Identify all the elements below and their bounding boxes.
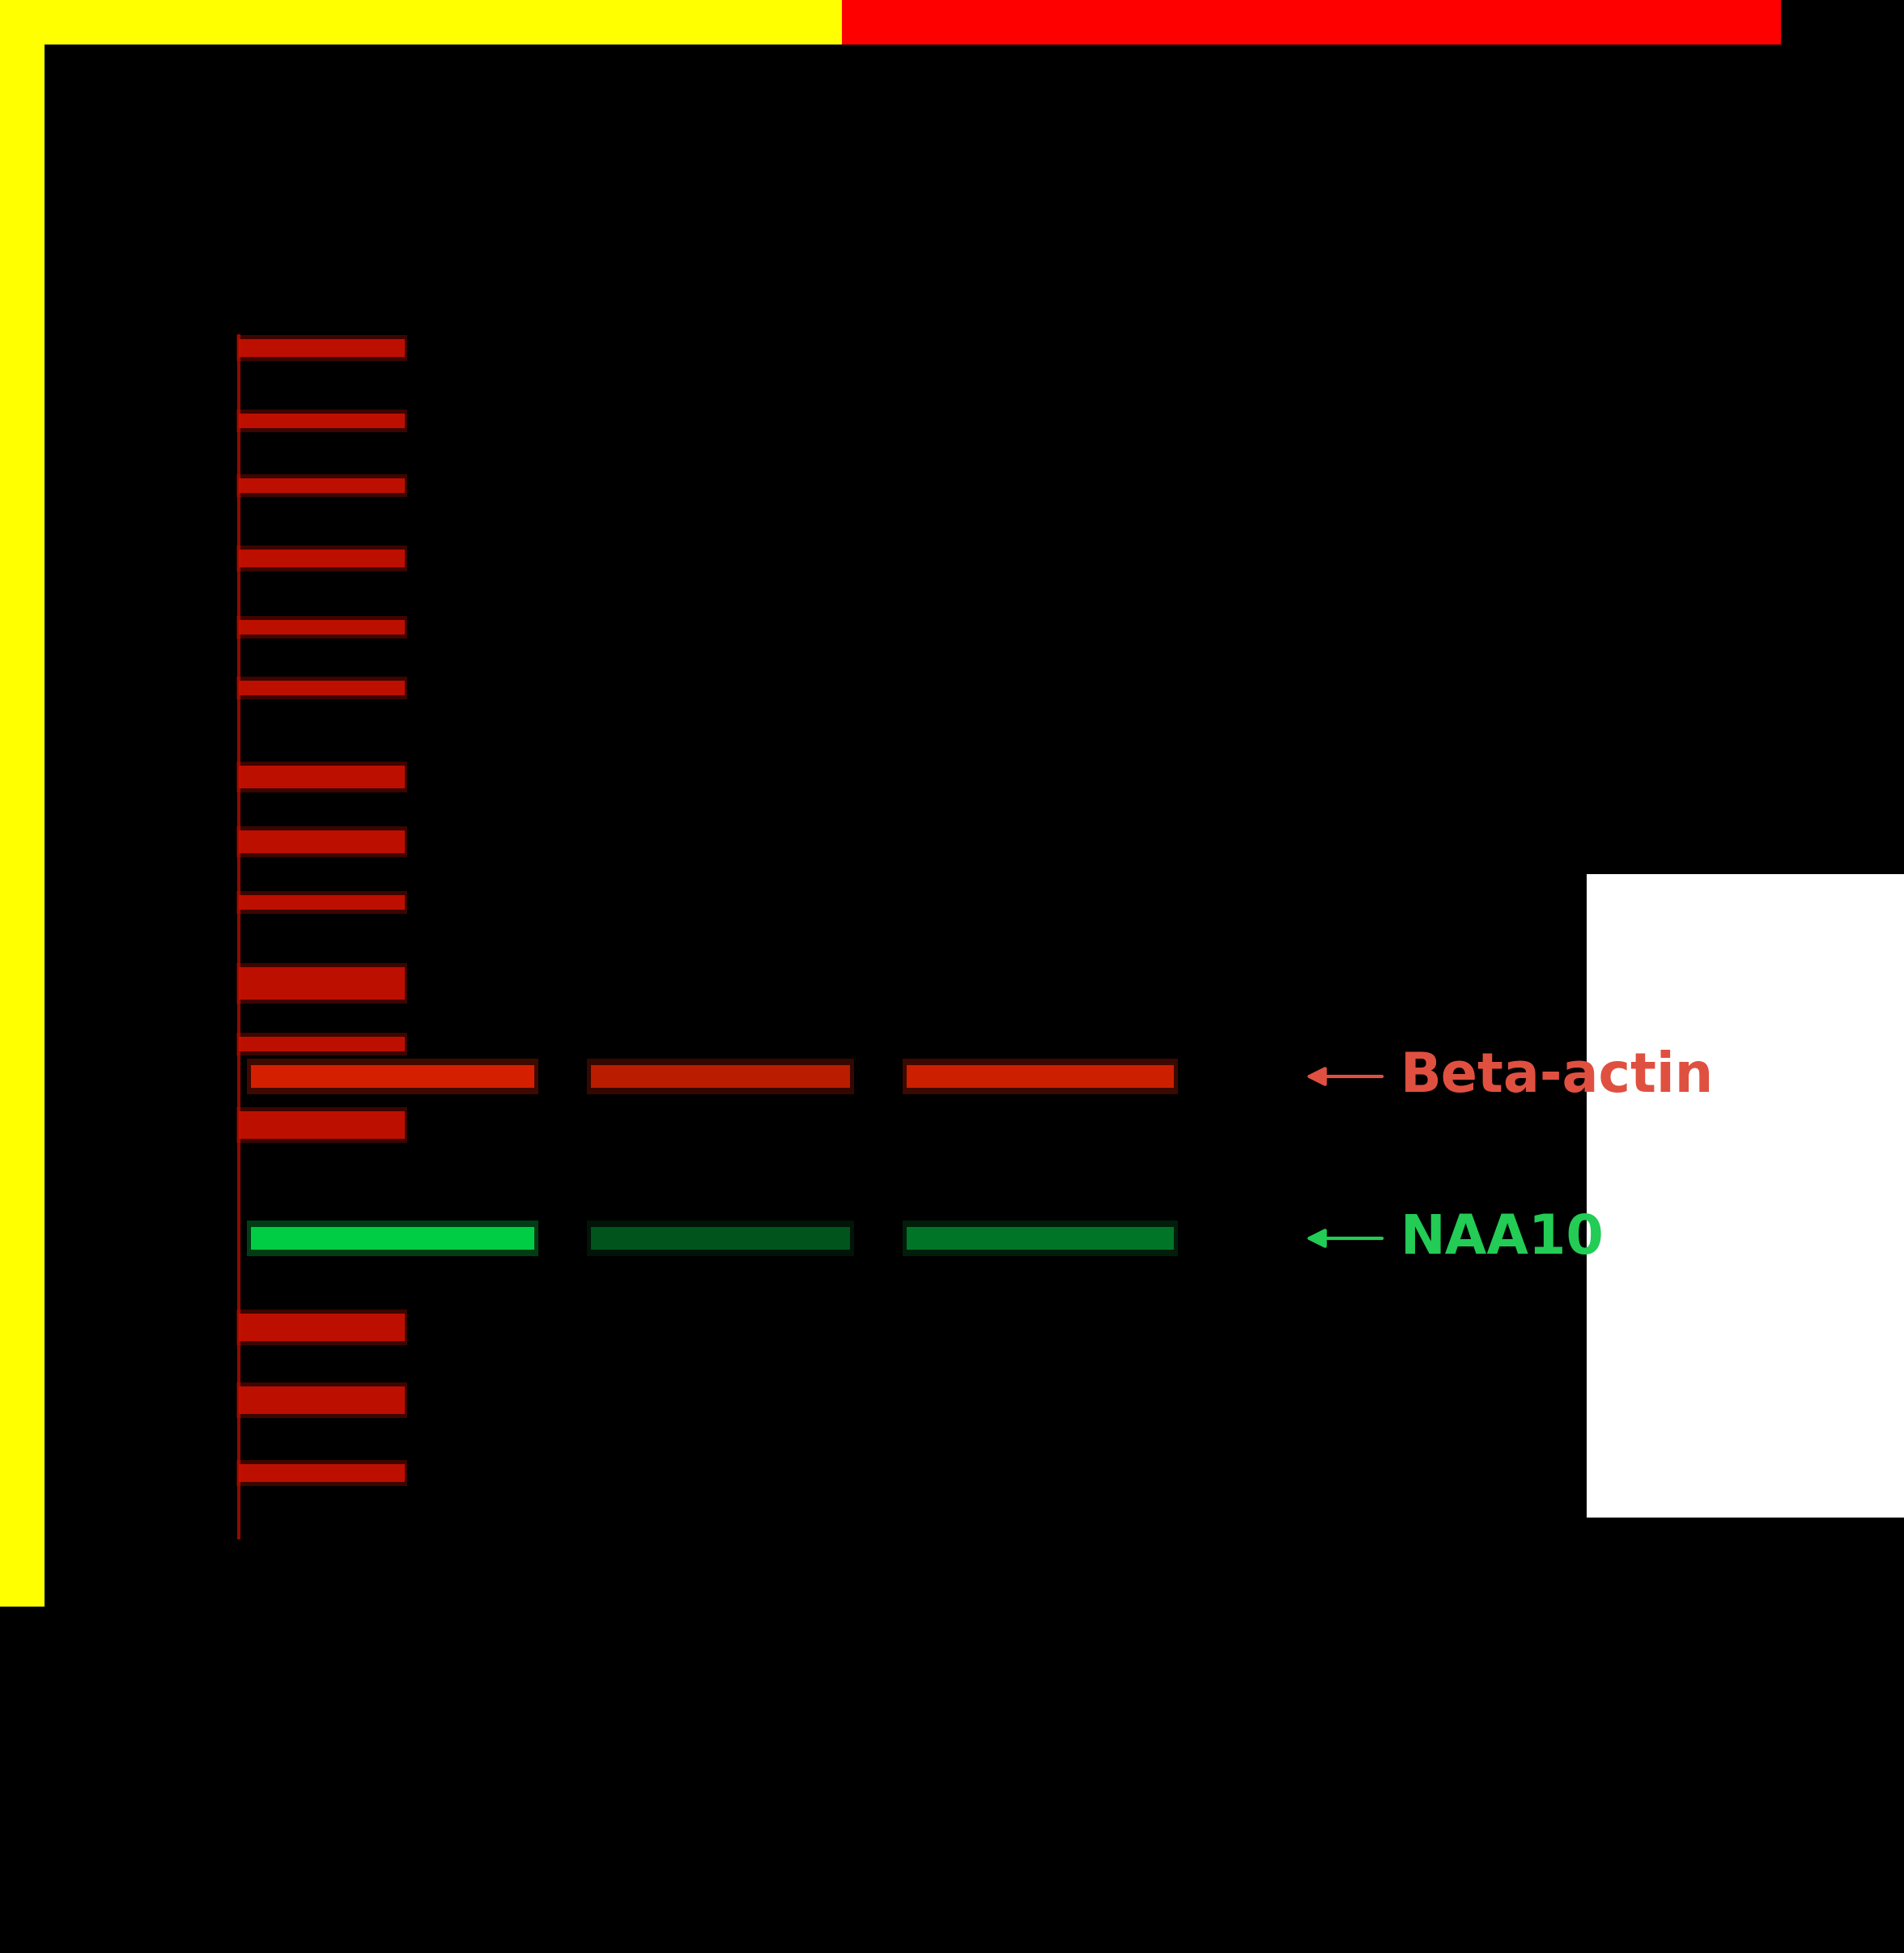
Bar xyxy=(842,0,1780,45)
Bar xyxy=(236,615,407,639)
Bar xyxy=(238,549,406,568)
Text: NAA10: NAA10 xyxy=(1401,1211,1605,1266)
Bar xyxy=(906,1064,1173,1088)
Text: Beta-actin: Beta-actin xyxy=(1401,1051,1714,1103)
Bar xyxy=(248,1221,539,1256)
Bar xyxy=(238,340,406,357)
Bar xyxy=(236,963,407,1004)
Bar xyxy=(238,414,406,428)
Bar xyxy=(238,766,406,789)
Bar xyxy=(238,1037,406,1051)
Bar xyxy=(248,1059,539,1094)
Bar xyxy=(902,1221,1179,1256)
Bar xyxy=(590,1226,849,1250)
Bar xyxy=(236,1461,407,1486)
Bar xyxy=(238,1314,406,1342)
Bar xyxy=(902,1059,1179,1094)
Bar xyxy=(236,475,407,496)
Bar xyxy=(586,1059,855,1094)
Bar xyxy=(238,967,406,1000)
Bar xyxy=(236,676,407,699)
Bar xyxy=(1586,875,1904,1517)
Bar xyxy=(236,410,407,432)
Bar xyxy=(238,619,406,635)
Bar xyxy=(236,762,407,793)
Bar xyxy=(236,891,407,914)
Bar xyxy=(238,894,406,910)
Bar xyxy=(251,1226,535,1250)
Bar xyxy=(590,1064,849,1088)
Bar xyxy=(0,0,44,1607)
Bar xyxy=(236,1383,407,1418)
Bar xyxy=(0,0,842,45)
Bar xyxy=(236,336,407,361)
Bar xyxy=(238,682,406,695)
Bar xyxy=(236,1107,407,1143)
Bar xyxy=(236,826,407,857)
Bar xyxy=(238,478,406,492)
Bar xyxy=(238,1465,406,1482)
Bar xyxy=(238,830,406,853)
Bar xyxy=(586,1221,855,1256)
Bar xyxy=(236,1310,407,1346)
Bar xyxy=(238,1111,406,1139)
Bar xyxy=(238,1387,406,1414)
Bar xyxy=(906,1226,1173,1250)
Bar xyxy=(236,1033,407,1055)
Bar xyxy=(251,1064,535,1088)
Bar xyxy=(236,545,407,572)
